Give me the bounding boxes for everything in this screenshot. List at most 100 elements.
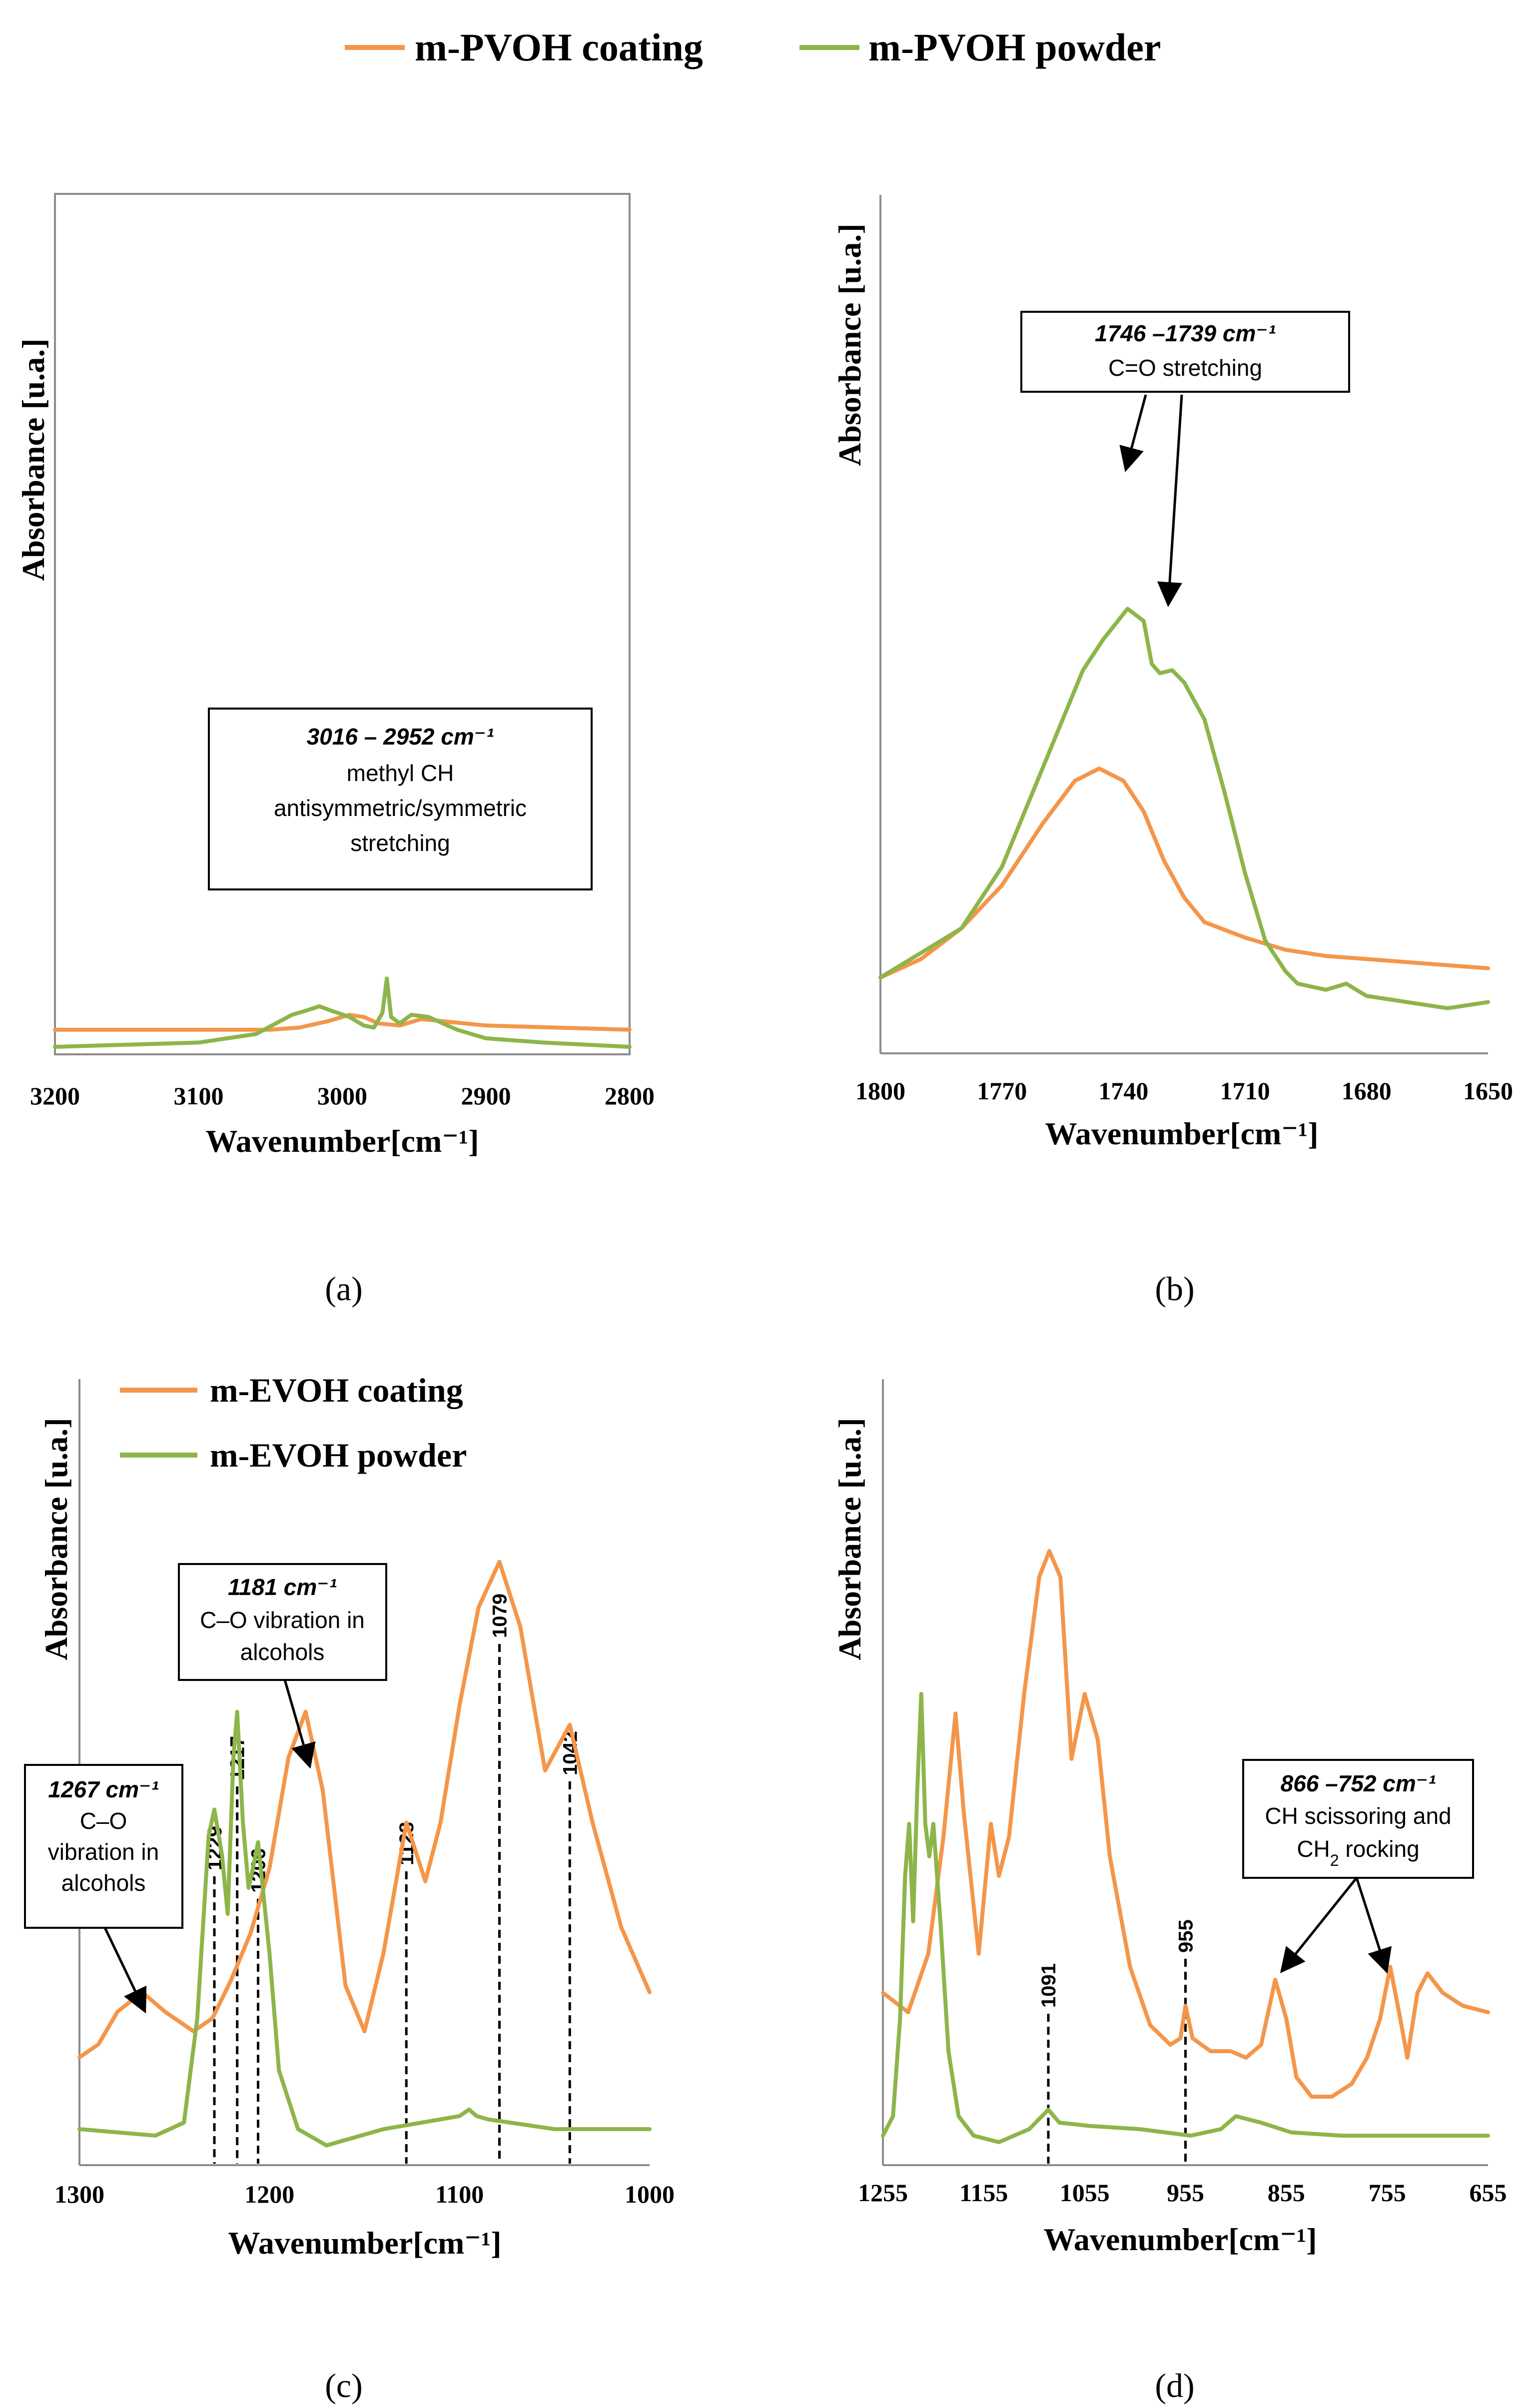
panel-c-label: (c) <box>325 2367 362 2405</box>
panel-b-annotation-line1: C=O stretching <box>1108 355 1262 381</box>
panel-b-x-axis-title: Wavenumber[cm⁻¹] <box>1045 1116 1318 1151</box>
panel-c-x-tick-label: 1100 <box>435 2180 484 2208</box>
panel-b-series-powder-line <box>878 607 1490 1010</box>
panel-b-annotation-box <box>1020 311 1350 393</box>
panel-c-annotation-left-box <box>24 1764 183 1929</box>
panel-c-series-group <box>77 1560 652 2148</box>
panel-c-series-powder-line <box>77 1709 652 2148</box>
panel-d-x-tick-label: 755 <box>1369 2179 1406 2207</box>
panel-d-x-tick-label: 955 <box>1167 2179 1204 2207</box>
panel-a-x-tick-label: 2800 <box>605 1082 655 1110</box>
panel-d-x-axis-title: Wavenumber[cm⁻¹] <box>1043 2222 1317 2257</box>
panel-c-annotation-left: 1267 cm⁻¹ C–O vibration in alcohols <box>24 1764 183 2014</box>
panel-d-annotation-box <box>1242 1759 1474 1879</box>
panel-d-annotation-title: 866 –752 cm⁻¹ <box>1281 1770 1436 1796</box>
panel-a-series-coating-line <box>53 1012 632 1032</box>
panel-b-x-tick-label: 1800 <box>855 1077 905 1105</box>
panel-d-x-tick-label: 1055 <box>1060 2179 1110 2207</box>
panel-b-x-tick-label: 1710 <box>1220 1077 1270 1105</box>
panel-b-x-tick-label: 1650 <box>1463 1077 1513 1105</box>
panel-a-annotation-line1: methyl CH <box>347 760 454 786</box>
panel-a-x-tick-label: 3100 <box>174 1082 224 1110</box>
panel-d-annotation: 866 –752 cm⁻¹ CH scissoring and CH2 rock… <box>1242 1759 1474 1974</box>
panel-c-arrow-left <box>103 1927 147 2014</box>
panel-d-annotation-line2-sub: 2 <box>1330 1851 1339 1869</box>
panel-b-series-coating-line <box>878 767 1490 980</box>
panel-c-annotation-mid-box <box>178 1563 387 1681</box>
panel-d-series-group <box>881 1549 1490 2144</box>
panel-d-x-tick-label: 1155 <box>959 2179 1008 2207</box>
panel-a-annotation-title: 3016 – 2952 cm⁻¹ <box>307 724 494 750</box>
panel-a-annotation-line3: stretching <box>350 830 450 856</box>
panel-a-x-tick-label: 2900 <box>461 1082 511 1110</box>
panel-b-x-tick-label: 1680 <box>1342 1077 1392 1105</box>
panel-a-x-axis-title: Wavenumber[cm⁻¹] <box>205 1123 479 1159</box>
panel-c-tick-labels: 1300 1200 1100 1000 <box>54 2180 675 2208</box>
panel-c-annotation-mid-line2: alcohols <box>240 1639 325 1665</box>
panel-a-x-tick-label: 3200 <box>30 1082 80 1110</box>
panel-d-x-tick-label: 1255 <box>858 2179 908 2207</box>
panel-d-annotation-line1: CH scissoring and <box>1265 1803 1451 1829</box>
top-legend: m-PVOH coating m-PVOH powder <box>345 25 1161 69</box>
panel-b-annotation: 1746 –1739 cm⁻¹ C=O stretching <box>1020 311 1350 607</box>
panel-d-peak-label: 1091 <box>1038 1963 1060 2008</box>
panel-d-y-axis-title: Absorbance [u.a.] <box>832 1418 867 1660</box>
panel-a: 3200 3100 3000 2900 2800 Absorbance [u.a.] W… <box>15 193 655 1308</box>
panel-d-annotation-line2: CH2 rocking <box>1297 1836 1419 1869</box>
panel-a-series-powder-line <box>53 976 632 1049</box>
panel-c-legend-label-coating: m-EVOH coating <box>210 1371 463 1409</box>
panel-c-annotation-left-line3: alcohols <box>61 1870 146 1896</box>
panel-d-x-tick-label: 855 <box>1268 2179 1305 2207</box>
panel-d-tick-labels: 1255 1155 1055 955 855 755 655 <box>858 2179 1507 2207</box>
panel-c-arrow-mid <box>283 1679 316 1769</box>
panel-c-legend-label-powder: m-EVOH powder <box>210 1436 467 1474</box>
panel-d: 1091 955 1255 1155 1055 955 855 755 655 Absorba… <box>832 1379 1507 2405</box>
panel-a-annotation-line2: antisymmetric/symmetric <box>274 795 527 821</box>
panel-c-annotation-left-title: 1267 cm⁻¹ <box>48 1776 158 1802</box>
panel-a-series-group <box>53 976 632 1049</box>
panel-d-arrow-right <box>1355 1877 1392 1974</box>
panel-a-y-axis-title: Absorbance [u.a.] <box>15 338 51 581</box>
panel-c-annotation-mid-title: 1181 cm⁻¹ <box>228 1574 337 1600</box>
panel-c-x-tick-label: 1200 <box>244 2180 294 2208</box>
panel-d-series-powder-line <box>881 1692 1490 2144</box>
panel-b-annotation-title: 1746 –1739 cm⁻¹ <box>1095 320 1276 346</box>
panel-a-tick-labels: 3200 3100 3000 2900 2800 <box>30 1082 655 1110</box>
panel-b: 1800 1770 1740 1710 1680 1650 Absorbance [u.a… <box>832 195 1513 1308</box>
panel-a-annotation-box <box>208 708 593 890</box>
panel-b-label: (b) <box>1155 1270 1194 1308</box>
panel-c-y-axis-title: Absorbance [u.a.] <box>38 1418 74 1660</box>
panel-b-x-tick-label: 1770 <box>977 1077 1027 1105</box>
panel-d-annotation-line2-pre: CH <box>1297 1836 1330 1862</box>
panel-d-arrow-left <box>1280 1877 1358 1973</box>
panel-b-x-tick-label: 1740 <box>1098 1077 1148 1105</box>
legend-label-powder: m-PVOH powder <box>868 25 1161 69</box>
panel-c-annotation-left-line2: vibration in <box>48 1839 159 1865</box>
panel-a-label: (a) <box>325 1270 362 1308</box>
panel-b-arrow-right <box>1157 394 1183 607</box>
panel-a-x-tick-label: 3000 <box>317 1082 367 1110</box>
panel-d-annotation-line2-post: rocking <box>1339 1836 1420 1862</box>
panel-d-peak-label: 955 <box>1175 1919 1197 1953</box>
panel-b-y-axis-title: Absorbance [u.a.] <box>832 223 867 466</box>
panel-d-series-coating-line <box>881 1549 1490 2099</box>
panel-c-annotation-left-line1: C–O <box>80 1808 127 1834</box>
panel-c-legend: m-EVOH coating m-EVOH powder <box>120 1371 467 1474</box>
panel-c-peak-label: 1079 <box>489 1594 511 1638</box>
panel-d-label: (d) <box>1155 2367 1194 2405</box>
panel-b-series-group <box>878 607 1490 1010</box>
panel-c-x-axis-title: Wavenumber[cm⁻¹] <box>228 2225 501 2261</box>
panel-c-annotation-mid: 1181 cm⁻¹ C–O vibration in alcohols <box>178 1563 387 1769</box>
panel-c-annotation-mid-line1: C–O vibration in <box>200 1607 365 1633</box>
panel-c-x-tick-label: 1300 <box>54 2180 104 2208</box>
panel-b-arrow-left <box>1119 394 1147 472</box>
legend-label-coating: m-PVOH coating <box>415 25 703 69</box>
panel-d-peak-markers: 1091 955 <box>1038 1919 1197 2164</box>
panel-a-plot-frame <box>54 193 631 1055</box>
panel-c-x-tick-label: 1000 <box>625 2180 675 2208</box>
panel-b-tick-labels: 1800 1770 1740 1710 1680 1650 <box>855 1077 1513 1105</box>
panel-c-series-coating-line <box>77 1560 652 2060</box>
